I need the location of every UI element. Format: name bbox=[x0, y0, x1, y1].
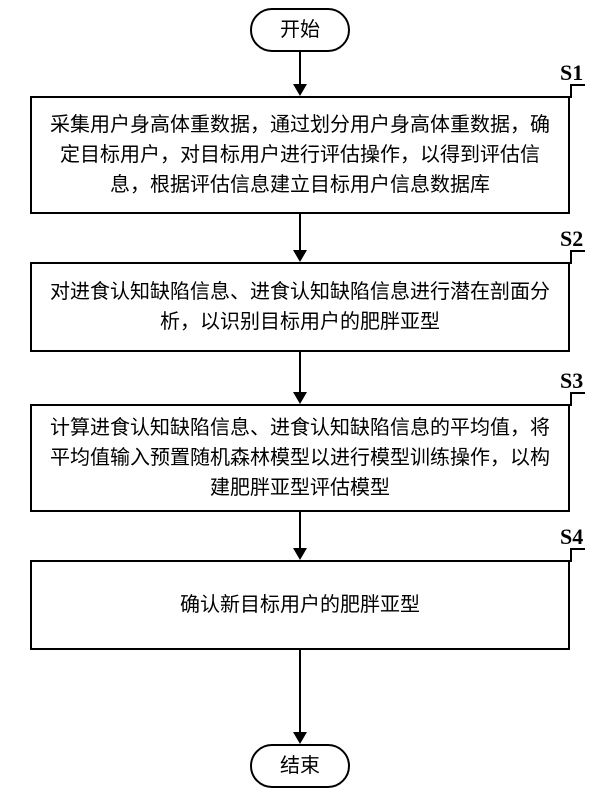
arrow-5-line bbox=[299, 650, 301, 732]
leader-s3-v bbox=[570, 392, 572, 406]
arrow-1-head bbox=[293, 84, 307, 96]
arrow-2-head bbox=[293, 250, 307, 262]
terminator-end-label: 结束 bbox=[280, 751, 320, 781]
step-s1: 采集用户身高体重数据，通过划分用户身高体重数据，确定目标用户，对目标用户进行评估… bbox=[30, 96, 570, 214]
arrow-2-line bbox=[299, 214, 301, 250]
leader-s1-v bbox=[570, 84, 572, 98]
step-label-s3: S3 bbox=[560, 368, 583, 394]
step-label-s1: S1 bbox=[560, 60, 583, 86]
step-text: 采集用户身高体重数据，通过划分用户身高体重数据，确定目标用户，对目标用户进行评估… bbox=[42, 110, 558, 200]
step-s3: 计算进食认知缺陷信息、进食认知缺陷信息的平均值，将平均值输入预置随机森林模型以进… bbox=[30, 404, 570, 512]
leader-s4-v bbox=[570, 548, 572, 562]
terminator-end: 结束 bbox=[250, 744, 350, 788]
step-label-s4: S4 bbox=[560, 524, 583, 550]
arrow-3-line bbox=[299, 352, 301, 392]
step-text: 计算进食认知缺陷信息、进食认知缺陷信息的平均值，将平均值输入预置随机森林模型以进… bbox=[42, 413, 558, 503]
step-text: 对进食认知缺陷信息、进食认知缺陷信息进行潜在剖面分析，以识别目标用户的肥胖亚型 bbox=[42, 277, 558, 337]
terminator-start-label: 开始 bbox=[280, 15, 320, 45]
step-s2: 对进食认知缺陷信息、进食认知缺陷信息进行潜在剖面分析，以识别目标用户的肥胖亚型 bbox=[30, 262, 570, 352]
arrow-3-head bbox=[293, 392, 307, 404]
arrow-4-line bbox=[299, 512, 301, 548]
step-s4: 确认新目标用户的肥胖亚型 bbox=[30, 560, 570, 650]
arrow-5-head bbox=[293, 732, 307, 744]
step-text: 确认新目标用户的肥胖亚型 bbox=[180, 590, 420, 620]
flowchart-canvas: 开始 采集用户身高体重数据，通过划分用户身高体重数据，确定目标用户，对目标用户进… bbox=[0, 0, 600, 803]
arrow-4-head bbox=[293, 548, 307, 560]
leader-s2-v bbox=[570, 250, 572, 264]
terminator-start: 开始 bbox=[250, 8, 350, 52]
step-label-s2: S2 bbox=[560, 226, 583, 252]
arrow-1-line bbox=[299, 52, 301, 84]
